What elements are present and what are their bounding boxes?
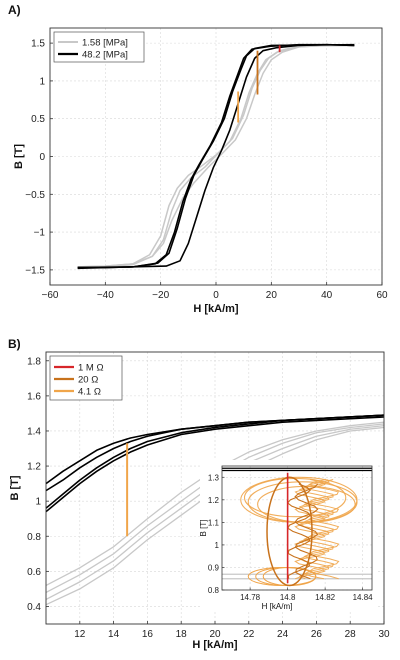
a-xtick-label-4: 20 xyxy=(266,290,278,301)
b-inset-xtick-label-3: 14.84 xyxy=(353,593,374,602)
b-inset-dark-loop xyxy=(266,476,313,587)
b-legend: 1 M Ω20 Ω4.1 Ω xyxy=(49,355,123,401)
b-legend-label-1: 20 Ω xyxy=(78,375,98,386)
b-inset-yaxis-label: B [T] xyxy=(199,520,208,537)
b-xaxis-label: H [kA/m] xyxy=(192,639,238,651)
b-inset-ytick-label-1: 0.9 xyxy=(208,563,220,572)
b-inset-dark-zigzag-1 xyxy=(294,483,319,580)
b-inset-xaxis-label: H [kA/m] xyxy=(262,602,293,611)
a-ytick-label-6: 1.5 xyxy=(31,39,45,50)
b-ytick-label-7: 1.8 xyxy=(27,356,41,367)
a-ytick-label-3: 0 xyxy=(39,152,45,163)
b-ytick-label-0: 0.4 xyxy=(27,602,41,613)
a-ytick-label-0: −1.5 xyxy=(25,265,45,276)
b-series-1-curve-1 xyxy=(45,423,385,593)
b-ytick-label-1: 0.6 xyxy=(27,567,41,578)
panel-a: −60 −40 −20 0 20 40 60 −1.5 −1 −0.5 0 0.5 1 1.5 1.58 [… xyxy=(8,3,388,315)
a-xtick-label-2: −20 xyxy=(152,290,169,301)
a-ytick-label-2: −0.5 xyxy=(25,190,45,201)
b-xtick-label-7: 26 xyxy=(311,629,323,640)
b-xtick-label-1: 14 xyxy=(108,629,120,640)
b-series-1-curve-3 xyxy=(45,426,385,606)
a-legend-label-0: 1.58 [MPa] xyxy=(82,38,128,49)
b-inset-xtick-label-1: 14.8 xyxy=(280,593,296,602)
a-xtick-label-6: 60 xyxy=(376,290,388,301)
a-ytick-label-1: −1 xyxy=(34,228,46,239)
b-inset-zigzag-2 xyxy=(303,479,335,580)
b-inset-zigzag-1 xyxy=(298,479,330,580)
a-series-1-loop-1 xyxy=(77,43,355,269)
a-xaxis-label: H [kA/m] xyxy=(193,303,239,315)
a-xtick-label-0: −60 xyxy=(42,290,59,301)
b-xtick-label-0: 12 xyxy=(74,629,86,640)
b-yaxis-label: B [T] xyxy=(9,475,21,500)
a-panel-label: A) xyxy=(8,3,21,17)
a-legend: 1.58 [MPa]48.2 [MPa] xyxy=(53,31,145,63)
b-legend-label-0: 1 M Ω xyxy=(78,363,104,374)
a-ytick-label-5: 1 xyxy=(39,76,45,87)
b-ytick-label-4: 1.2 xyxy=(27,462,41,473)
b-inset-zigzag-3 xyxy=(308,479,340,580)
b-series-1-curve-0 xyxy=(45,421,385,586)
b-panel-label: B) xyxy=(8,337,21,351)
b-inset: 14.78 14.8 14.82 14.84 0.8 0.9 1 1.1 1.2 1.3 H [kA… xyxy=(199,460,378,611)
b-inset-ytick-label-2: 1 xyxy=(215,541,220,550)
b-inset-xtick-label-2: 14.82 xyxy=(315,593,336,602)
a-series-0-loop-2 xyxy=(77,44,355,269)
a-yaxis-label: B [T] xyxy=(13,144,25,169)
b-xtick-label-9: 30 xyxy=(378,629,390,640)
b-inset-ytick-label-4: 1.2 xyxy=(208,496,220,505)
b-series-1-curve-2 xyxy=(45,425,385,601)
b-inset-dark-zigzag-0 xyxy=(286,483,311,579)
b-inset-ytick-label-0: 0.8 xyxy=(208,586,220,595)
b-inset-ytick-label-3: 1.1 xyxy=(208,518,220,527)
b-xtick-label-3: 18 xyxy=(176,629,188,640)
b-ytick-label-6: 1.6 xyxy=(27,391,41,402)
a-legend-box xyxy=(53,31,145,63)
a-xtick-label-1: −40 xyxy=(97,290,114,301)
b-xtick-label-2: 16 xyxy=(142,629,154,640)
b-ytick-label-5: 1.4 xyxy=(27,426,41,437)
b-inset-ytick-label-5: 1.3 xyxy=(208,473,220,482)
a-ytick-label-4: 0.5 xyxy=(31,114,45,125)
b-series-0-curve-2 xyxy=(45,414,385,509)
b-xtick-label-5: 22 xyxy=(243,629,255,640)
b-xtick-label-6: 24 xyxy=(277,629,289,640)
b-series-0-curve-3 xyxy=(45,416,385,513)
b-inset-xtick-label-0: 14.78 xyxy=(240,593,261,602)
b-inset-frame xyxy=(221,465,373,591)
a-xtick-label-3: 0 xyxy=(213,290,219,301)
a-series-1-loop-2 xyxy=(77,43,355,270)
b-xtick-label-8: 28 xyxy=(345,629,357,640)
b-legend-label-2: 4.1 Ω xyxy=(78,387,101,398)
b-ytick-label-3: 1 xyxy=(35,497,41,508)
a-legend-label-1: 48.2 [MPa] xyxy=(82,50,128,61)
b-inset-content xyxy=(222,467,372,587)
a-xtick-label-5: 40 xyxy=(321,290,333,301)
panel-b: 12 14 16 18 20 22 24 26 28 30 0.4 0.6 0.8 1 1.2 1.4 1.6 1… xyxy=(8,337,390,651)
b-ytick-label-2: 0.8 xyxy=(27,532,41,543)
b-xtick-label-4: 20 xyxy=(209,629,221,640)
